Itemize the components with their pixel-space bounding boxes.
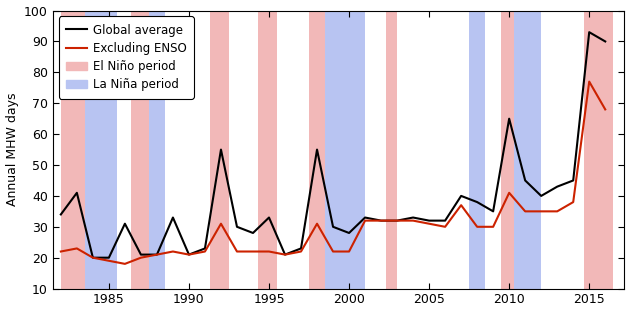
Bar xyxy=(325,11,365,289)
Bar xyxy=(149,11,165,289)
Bar xyxy=(210,11,229,289)
Bar xyxy=(266,11,277,289)
Bar xyxy=(258,11,266,289)
Bar xyxy=(514,11,541,289)
Y-axis label: Annual MHW days: Annual MHW days xyxy=(6,93,18,206)
Legend: Global average, Excluding ENSO, El Niño period, La Niña period: Global average, Excluding ENSO, El Niño … xyxy=(59,17,194,99)
Bar xyxy=(61,11,85,289)
Bar xyxy=(85,11,117,289)
Bar xyxy=(469,11,485,289)
Bar xyxy=(309,11,325,289)
Bar xyxy=(585,11,613,289)
Bar xyxy=(131,11,149,289)
Bar xyxy=(501,11,514,289)
Bar xyxy=(386,11,397,289)
